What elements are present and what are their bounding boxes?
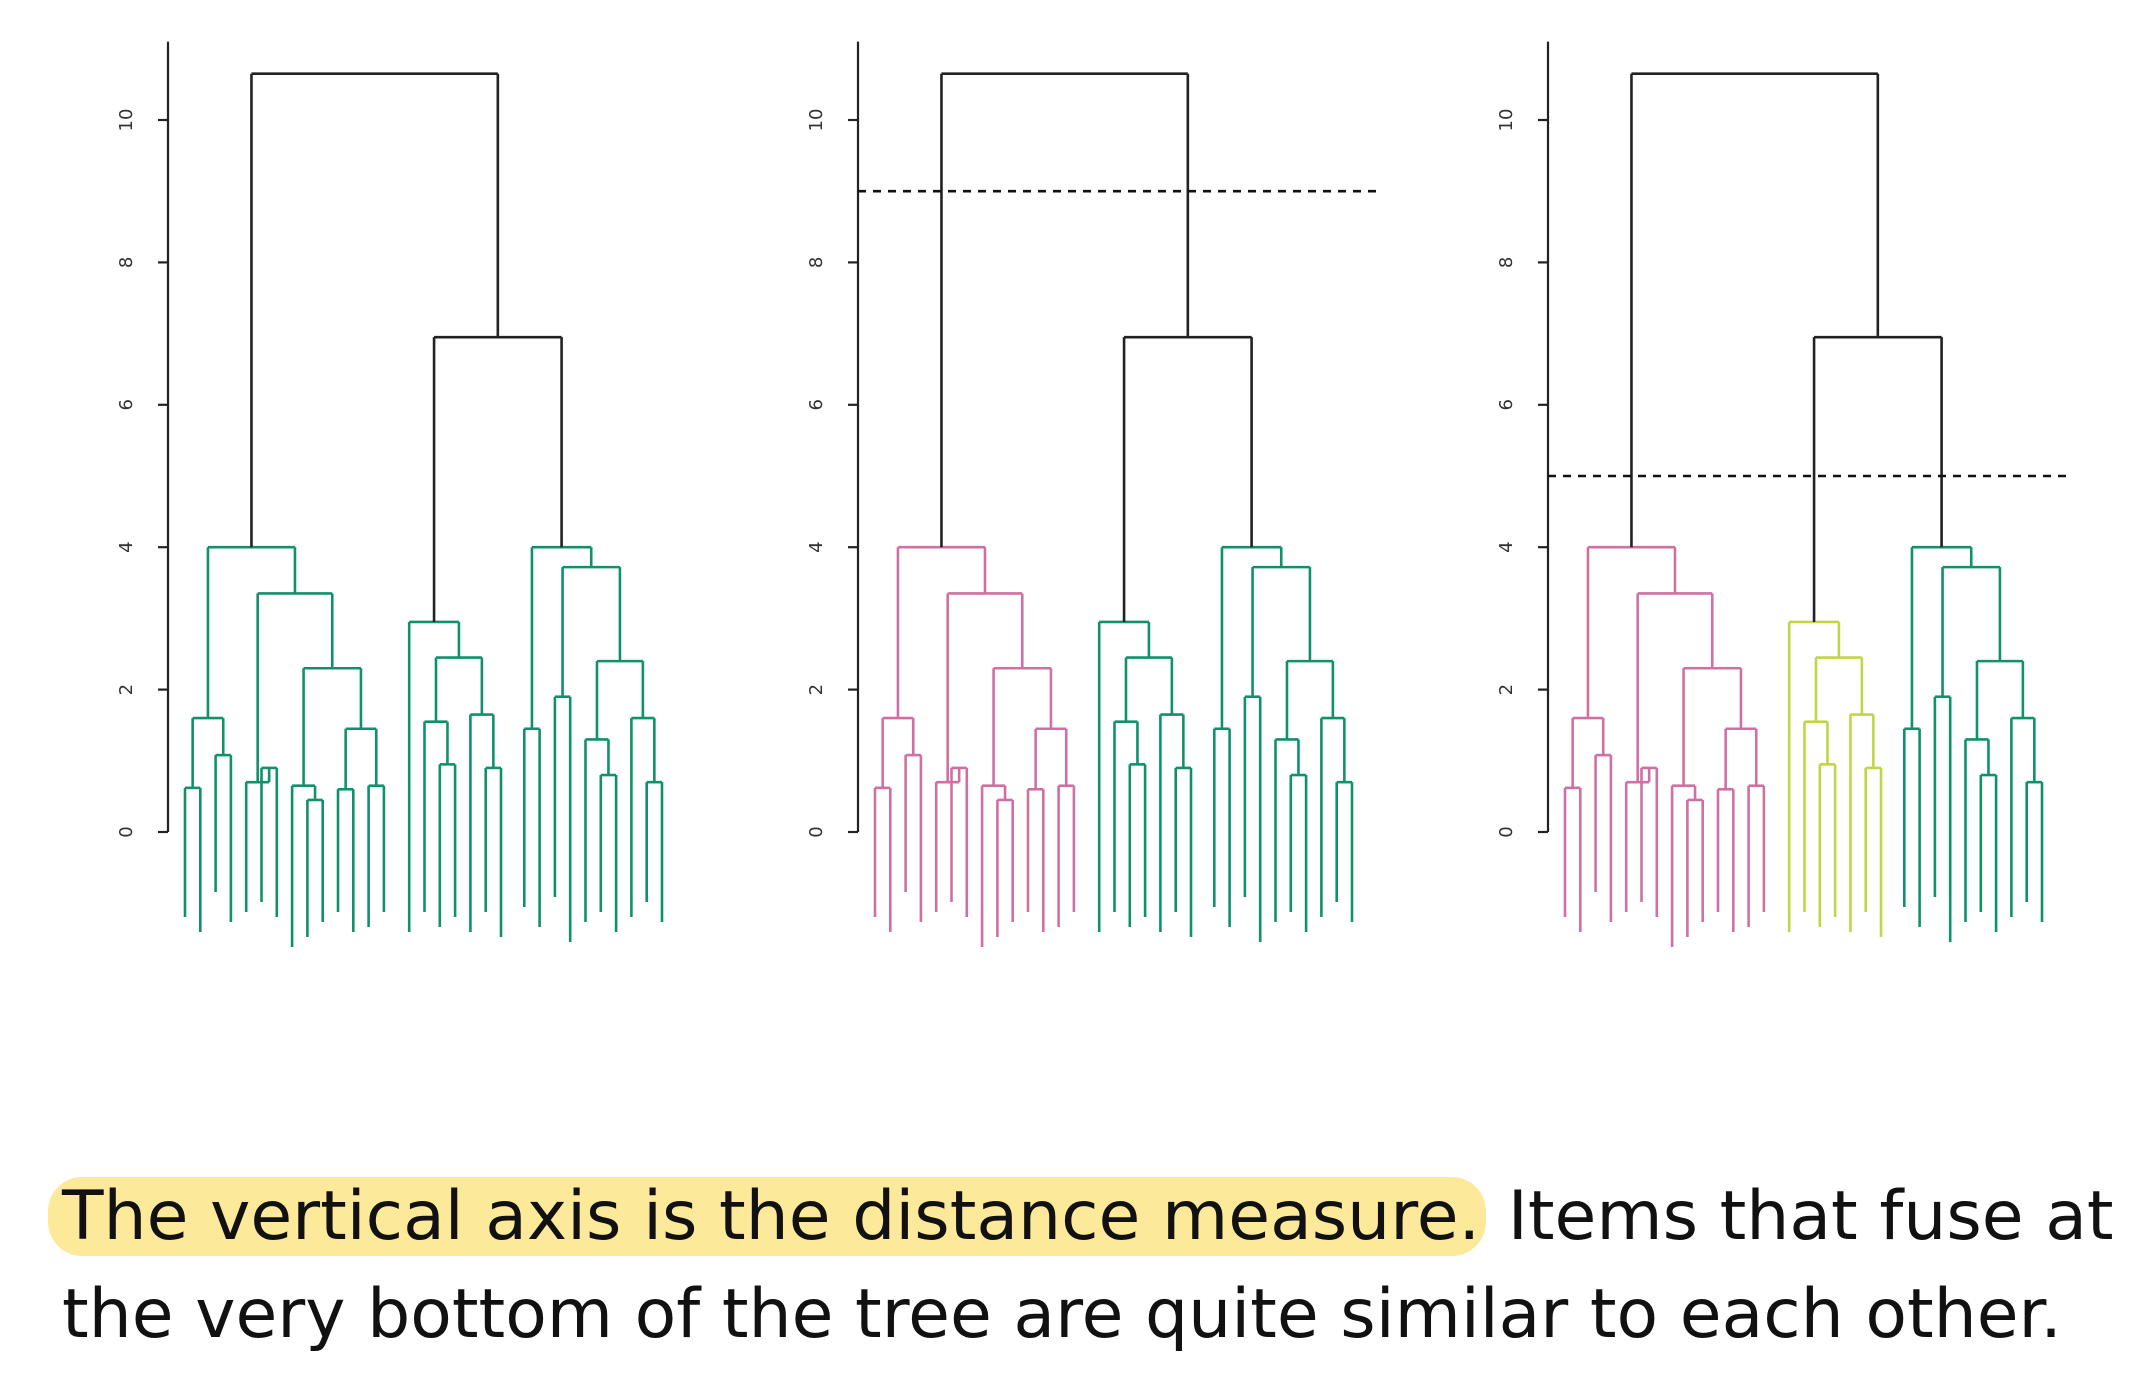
caption-highlight: The vertical axis is the distance measur… [48, 1177, 1487, 1256]
y-tick-label: 6 [1496, 399, 1517, 410]
y-tick-label: 8 [1496, 257, 1517, 268]
y-tick-label: 0 [806, 826, 827, 837]
caption: The vertical axis is the distance measur… [48, 1168, 2122, 1364]
y-tick-label: 8 [116, 257, 137, 268]
y-tick-label: 6 [806, 399, 827, 410]
y-tick-label: 4 [806, 541, 827, 552]
y-tick-label: 0 [1496, 826, 1517, 837]
y-tick-label: 4 [116, 541, 137, 552]
caption-line2: the very bottom of the tree are quite si… [62, 1275, 2062, 1354]
y-tick-label: 2 [1496, 684, 1517, 695]
y-tick-label: 10 [116, 109, 137, 132]
y-tick-label: 0 [116, 826, 137, 837]
y-tick-label: 10 [1496, 109, 1517, 132]
y-tick-label: 6 [116, 399, 137, 410]
y-tick-label: 2 [806, 684, 827, 695]
dendrogram-figure: 0 2 4 6 8 10 0 2 4 6 8 10 0 2 4 6 8 10 [116, 41, 2068, 947]
caption-line1-rest: Items that fuse at [1486, 1177, 2114, 1256]
y-tick-label: 8 [806, 257, 827, 268]
y-tick-label: 4 [1496, 541, 1517, 552]
y-tick-label: 2 [116, 684, 137, 695]
y-tick-label: 10 [806, 109, 827, 132]
